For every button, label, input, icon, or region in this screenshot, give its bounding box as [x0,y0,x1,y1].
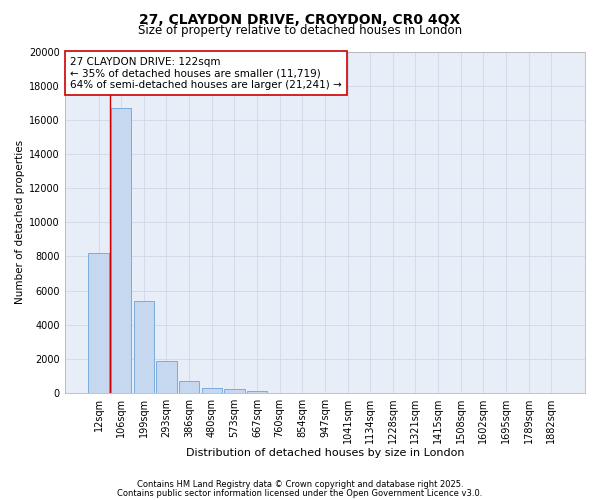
Bar [134,301,154,393]
Bar [111,108,131,393]
X-axis label: Distribution of detached houses by size in London: Distribution of detached houses by size … [185,448,464,458]
Text: Contains public sector information licensed under the Open Government Licence v3: Contains public sector information licen… [118,488,482,498]
Text: Contains HM Land Registry data © Crown copyright and database right 2025.: Contains HM Land Registry data © Crown c… [137,480,463,489]
Text: 27 CLAYDON DRIVE: 122sqm
← 35% of detached houses are smaller (11,719)
64% of se: 27 CLAYDON DRIVE: 122sqm ← 35% of detach… [70,56,342,90]
Bar [88,253,109,393]
Bar [247,391,267,393]
Bar [202,388,222,393]
Text: 27, CLAYDON DRIVE, CROYDON, CR0 4QX: 27, CLAYDON DRIVE, CROYDON, CR0 4QX [139,12,461,26]
Bar [224,389,245,393]
Text: Size of property relative to detached houses in London: Size of property relative to detached ho… [138,24,462,37]
Bar [157,360,176,393]
Bar [179,381,199,393]
Y-axis label: Number of detached properties: Number of detached properties [15,140,25,304]
